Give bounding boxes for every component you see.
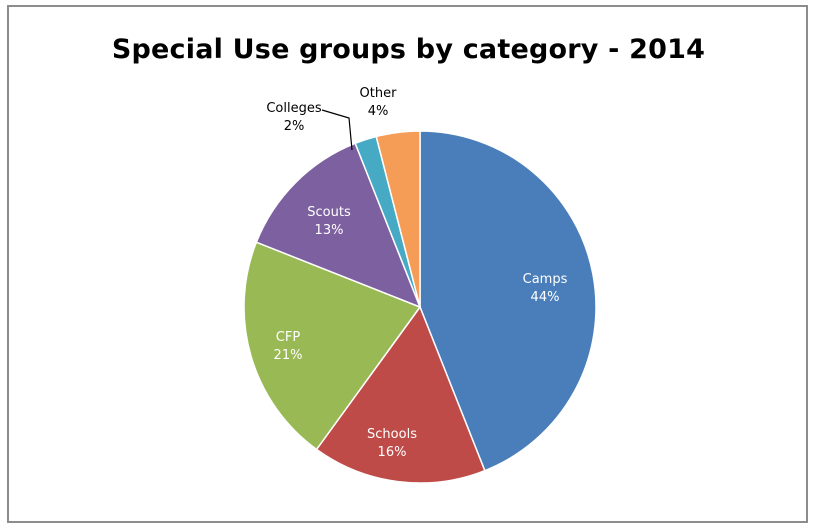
slice-name-other: Other [360, 86, 398, 101]
slice-name-cfp: CFP [276, 330, 301, 345]
slice-label-schools: Schools 16% [367, 427, 417, 460]
slice-label-cfp: CFP 21% [274, 330, 303, 363]
slice-label-other: Other 4% [360, 86, 398, 119]
pie-slice-camps [419, 130, 597, 472]
slice-name-schools: Schools [367, 427, 417, 442]
slice-label-camps: Camps 44% [523, 272, 568, 305]
slice-name-colleges: Colleges [266, 101, 322, 116]
slice-name-scouts: Scouts [307, 205, 351, 220]
slice-labels: Camps 44% Schools 16% CFP 21% Scouts 13% College… [266, 86, 567, 460]
leader-lines [321, 109, 353, 151]
slice-pct-scouts: 13% [315, 223, 344, 238]
chart-title: Special Use groups by category - 2014 [111, 34, 706, 65]
pie-slice-scouts [255, 142, 422, 309]
pie-slices [243, 130, 597, 484]
leader-line-colleges [321, 109, 353, 151]
slice-label-scouts: Scouts 13% [307, 205, 351, 238]
pie-slice-schools [315, 305, 486, 484]
pie-slice-cfp [243, 241, 422, 451]
pie-slice-other [375, 130, 421, 308]
slice-pct-camps: 44% [531, 290, 560, 305]
slice-pct-colleges: 2% [284, 119, 305, 134]
slice-name-camps: Camps [523, 272, 568, 287]
slice-pct-other: 4% [368, 104, 389, 119]
slice-label-colleges: Colleges 2% [266, 101, 322, 134]
slice-pct-cfp: 21% [274, 348, 303, 363]
slice-pct-schools: 16% [378, 445, 407, 460]
